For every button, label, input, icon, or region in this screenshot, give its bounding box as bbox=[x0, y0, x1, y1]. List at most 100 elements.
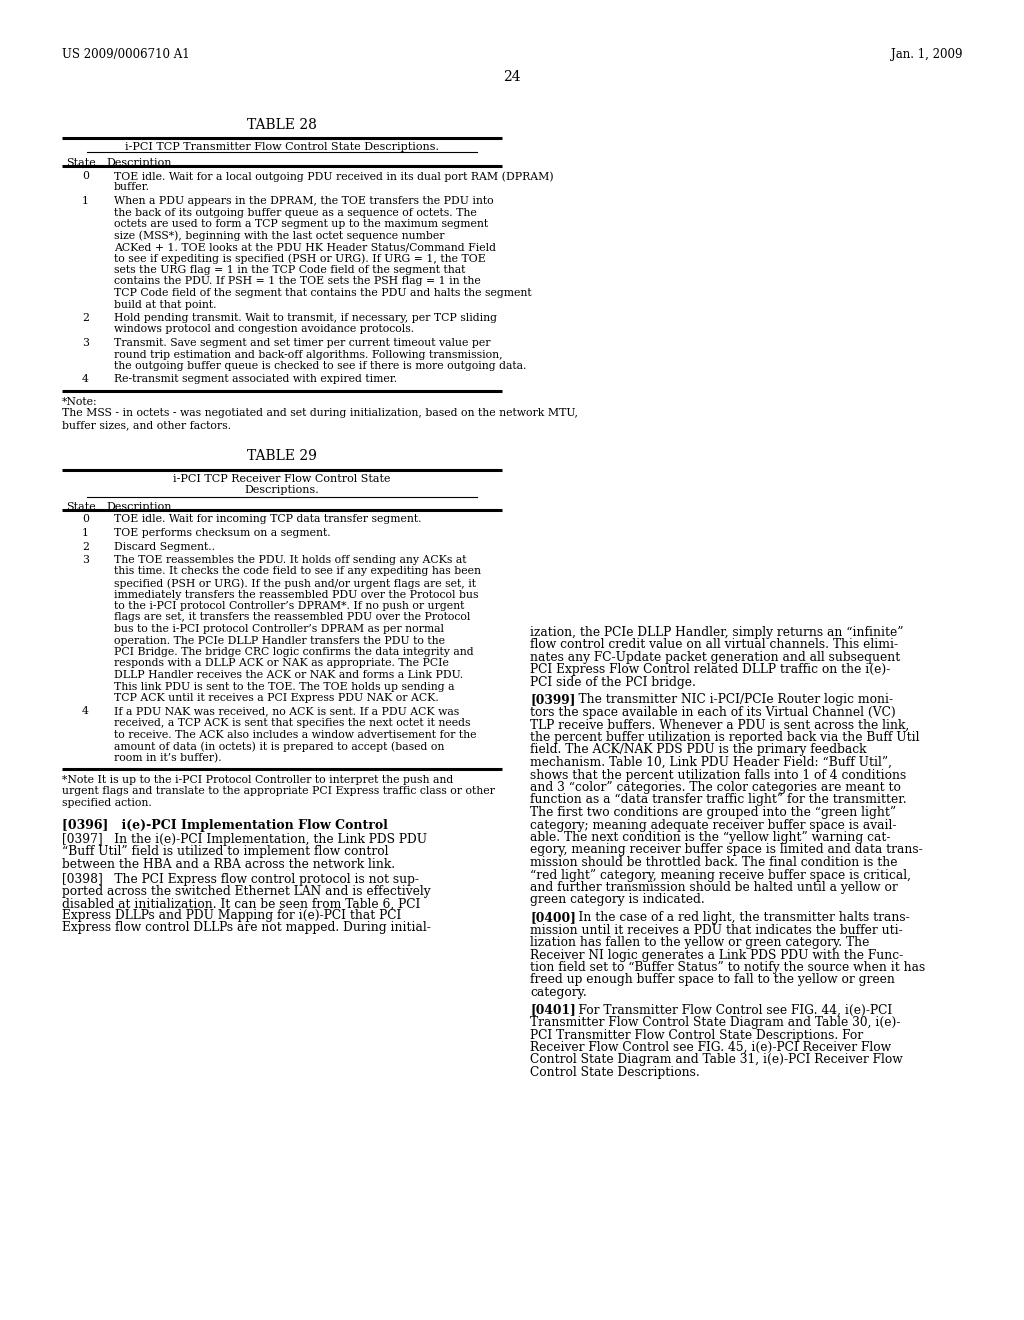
Text: function as a “data transfer traffic light” for the transmitter.: function as a “data transfer traffic lig… bbox=[530, 793, 906, 807]
Text: PCI Express Flow Control related DLLP traffic on the i(e)-: PCI Express Flow Control related DLLP tr… bbox=[530, 664, 891, 676]
Text: octets are used to form a TCP segment up to the maximum segment: octets are used to form a TCP segment up… bbox=[114, 219, 488, 228]
Text: 2: 2 bbox=[82, 541, 89, 552]
Text: to the i-PCI protocol Controller’s DPRAM*. If no push or urgent: to the i-PCI protocol Controller’s DPRAM… bbox=[114, 601, 464, 611]
Text: Description: Description bbox=[106, 502, 171, 511]
Text: “Buff Util” field is utilized to implement flow control: “Buff Util” field is utilized to impleme… bbox=[62, 846, 388, 858]
Text: Discard Segment..: Discard Segment.. bbox=[114, 541, 215, 552]
Text: *Note:: *Note: bbox=[62, 397, 97, 407]
Text: “red light” category, meaning receive buffer space is critical,: “red light” category, meaning receive bu… bbox=[530, 869, 911, 882]
Text: The MSS - in octets - was negotiated and set during initialization, based on the: The MSS - in octets - was negotiated and… bbox=[62, 408, 578, 418]
Text: mission should be throttled back. The final condition is the: mission should be throttled back. The fi… bbox=[530, 855, 897, 869]
Text: [0397]   In the i(e)-PCI Implementation, the Link PDS PDU: [0397] In the i(e)-PCI Implementation, t… bbox=[62, 833, 427, 846]
Text: The first two conditions are grouped into the “green light”: The first two conditions are grouped int… bbox=[530, 807, 896, 818]
Text: 1: 1 bbox=[82, 528, 89, 539]
Text: Re-transmit segment associated with expired timer.: Re-transmit segment associated with expi… bbox=[114, 375, 397, 384]
Text: TCP Code field of the segment that contains the PDU and halts the segment: TCP Code field of the segment that conta… bbox=[114, 288, 531, 298]
Text: TABLE 28: TABLE 28 bbox=[247, 117, 317, 132]
Text: [0396]   i(e)-PCI Implementation Flow Control: [0396] i(e)-PCI Implementation Flow Cont… bbox=[62, 820, 388, 833]
Text: ACKed + 1. TOE looks at the PDU HK Header Status/Command Field: ACKed + 1. TOE looks at the PDU HK Heade… bbox=[114, 242, 496, 252]
Text: to see if expediting is specified (PSH or URG). If URG = 1, the TOE: to see if expediting is specified (PSH o… bbox=[114, 253, 485, 264]
Text: [0401]: [0401] bbox=[530, 1003, 575, 1016]
Text: *Note It is up to the i-PCI Protocol Controller to interpret the push and: *Note It is up to the i-PCI Protocol Con… bbox=[62, 775, 454, 785]
Text: the percent buffer utilization is reported back via the Buff Util: the percent buffer utilization is report… bbox=[530, 731, 920, 744]
Text: 2: 2 bbox=[82, 313, 89, 323]
Text: flow control credit value on all virtual channels. This elimi-: flow control credit value on all virtual… bbox=[530, 639, 898, 652]
Text: Express DLLPs and PDU Mapping for i(e)-PCI that PCI: Express DLLPs and PDU Mapping for i(e)-P… bbox=[62, 909, 401, 923]
Text: Transmit. Save segment and set timer per current timeout value per: Transmit. Save segment and set timer per… bbox=[114, 338, 490, 348]
Text: 3: 3 bbox=[82, 338, 89, 348]
Text: ported across the switched Ethernet LAN and is effectively: ported across the switched Ethernet LAN … bbox=[62, 886, 431, 899]
Text: TOE idle. Wait for incoming TCP data transfer segment.: TOE idle. Wait for incoming TCP data tra… bbox=[114, 515, 422, 524]
Text: field. The ACK/NAK PDS PDU is the primary feedback: field. The ACK/NAK PDS PDU is the primar… bbox=[530, 743, 866, 756]
Text: When a PDU appears in the DPRAM, the TOE transfers the PDU into: When a PDU appears in the DPRAM, the TOE… bbox=[114, 195, 494, 206]
Text: lization has fallen to the yellow or green category. The: lization has fallen to the yellow or gre… bbox=[530, 936, 869, 949]
Text: specified action.: specified action. bbox=[62, 799, 152, 808]
Text: Receiver NI logic generates a Link PDS PDU with the Func-: Receiver NI logic generates a Link PDS P… bbox=[530, 949, 903, 961]
Text: Transmitter Flow Control State Diagram and Table 30, i(e)-: Transmitter Flow Control State Diagram a… bbox=[530, 1016, 900, 1030]
Text: shows that the percent utilization falls into 1 of 4 conditions: shows that the percent utilization falls… bbox=[530, 768, 906, 781]
Text: Control State Diagram and Table 31, i(e)-PCI Receiver Flow: Control State Diagram and Table 31, i(e)… bbox=[530, 1053, 903, 1067]
Text: the back of its outgoing buffer queue as a sequence of octets. The: the back of its outgoing buffer queue as… bbox=[114, 207, 477, 218]
Text: Receiver Flow Control see FIG. 45, i(e)-PCI Receiver Flow: Receiver Flow Control see FIG. 45, i(e)-… bbox=[530, 1041, 891, 1053]
Text: buffer sizes, and other factors.: buffer sizes, and other factors. bbox=[62, 420, 231, 430]
Text: this time. It checks the code field to see if any expediting has been: this time. It checks the code field to s… bbox=[114, 566, 481, 577]
Text: Description: Description bbox=[106, 158, 171, 168]
Text: 4: 4 bbox=[82, 375, 89, 384]
Text: mission until it receives a PDU that indicates the buffer uti-: mission until it receives a PDU that ind… bbox=[530, 924, 903, 936]
Text: 24: 24 bbox=[503, 70, 521, 84]
Text: [0400]: [0400] bbox=[530, 911, 575, 924]
Text: PCI Transmitter Flow Control State Descriptions. For: PCI Transmitter Flow Control State Descr… bbox=[530, 1028, 863, 1041]
Text: ization, the PCIe DLLP Handler, simply returns an “infinite”: ization, the PCIe DLLP Handler, simply r… bbox=[530, 626, 903, 639]
Text: room in it’s buffer).: room in it’s buffer). bbox=[114, 752, 221, 763]
Text: and 3 “color” categories. The color categories are meant to: and 3 “color” categories. The color cate… bbox=[530, 781, 901, 795]
Text: disabled at initialization. It can be seen from Table 6, PCI: disabled at initialization. It can be se… bbox=[62, 898, 421, 911]
Text: TOE idle. Wait for a local outgoing PDU received in its dual port RAM (DPRAM): TOE idle. Wait for a local outgoing PDU … bbox=[114, 172, 554, 182]
Text: TLP receive buffers. Whenever a PDU is sent across the link,: TLP receive buffers. Whenever a PDU is s… bbox=[530, 718, 909, 731]
Text: received, a TCP ACK is sent that specifies the next octet it needs: received, a TCP ACK is sent that specifi… bbox=[114, 718, 470, 729]
Text: TCP ACK until it receives a PCI Express PDU NAK or ACK.: TCP ACK until it receives a PCI Express … bbox=[114, 693, 438, 704]
Text: category; meaning adequate receiver buffer space is avail-: category; meaning adequate receiver buff… bbox=[530, 818, 896, 832]
Text: TOE performs checksum on a segment.: TOE performs checksum on a segment. bbox=[114, 528, 331, 539]
Text: flags are set, it transfers the reassembled PDU over the Protocol: flags are set, it transfers the reassemb… bbox=[114, 612, 470, 623]
Text: urgent flags and translate to the appropriate PCI Express traffic class or other: urgent flags and translate to the approp… bbox=[62, 787, 495, 796]
Text: The TOE reassembles the PDU. It holds off sending any ACKs at: The TOE reassembles the PDU. It holds of… bbox=[114, 554, 467, 565]
Text: sets the URG flag = 1 in the TCP Code field of the segment that: sets the URG flag = 1 in the TCP Code fi… bbox=[114, 265, 465, 275]
Text: immediately transfers the reassembled PDU over the Protocol bus: immediately transfers the reassembled PD… bbox=[114, 590, 478, 599]
Text: responds with a DLLP ACK or NAK as appropriate. The PCIe: responds with a DLLP ACK or NAK as appro… bbox=[114, 659, 449, 668]
Text: operation. The PCIe DLLP Handler transfers the PDU to the: operation. The PCIe DLLP Handler transfe… bbox=[114, 635, 445, 645]
Text: between the HBA and a RBA across the network link.: between the HBA and a RBA across the net… bbox=[62, 858, 395, 870]
Text: build at that point.: build at that point. bbox=[114, 300, 216, 309]
Text: amount of data (in octets) it is prepared to accept (based on: amount of data (in octets) it is prepare… bbox=[114, 741, 444, 751]
Text: nates any FC-Update packet generation and all subsequent: nates any FC-Update packet generation an… bbox=[530, 651, 900, 664]
Text: 0: 0 bbox=[82, 515, 89, 524]
Text: bus to the i-PCI protocol Controller’s DPRAM as per normal: bus to the i-PCI protocol Controller’s D… bbox=[114, 624, 444, 634]
Text: tors the space available in each of its Virtual Channel (VC): tors the space available in each of its … bbox=[530, 706, 896, 719]
Text: If a PDU NAK was received, no ACK is sent. If a PDU ACK was: If a PDU NAK was received, no ACK is sen… bbox=[114, 706, 459, 717]
Text: freed up enough buffer space to fall to the yellow or green: freed up enough buffer space to fall to … bbox=[530, 974, 895, 986]
Text: mechanism. Table 10, Link PDU Header Field: “Buff Util”,: mechanism. Table 10, Link PDU Header Fie… bbox=[530, 756, 892, 770]
Text: tion field set to “Buffer Status” to notify the source when it has: tion field set to “Buffer Status” to not… bbox=[530, 961, 926, 974]
Text: State: State bbox=[66, 502, 96, 511]
Text: size (MSS*), beginning with the last octet sequence number: size (MSS*), beginning with the last oct… bbox=[114, 231, 444, 242]
Text: specified (PSH or URG). If the push and/or urgent flags are set, it: specified (PSH or URG). If the push and/… bbox=[114, 578, 476, 589]
Text: Jan. 1, 2009: Jan. 1, 2009 bbox=[891, 48, 962, 61]
Text: to receive. The ACK also includes a window advertisement for the: to receive. The ACK also includes a wind… bbox=[114, 730, 476, 739]
Text: This link PDU is sent to the TOE. The TOE holds up sending a: This link PDU is sent to the TOE. The TO… bbox=[114, 681, 455, 692]
Text: Hold pending transmit. Wait to transmit, if necessary, per TCP sliding: Hold pending transmit. Wait to transmit,… bbox=[114, 313, 497, 323]
Text: i-PCI TCP Transmitter Flow Control State Descriptions.: i-PCI TCP Transmitter Flow Control State… bbox=[125, 143, 439, 152]
Text: windows protocol and congestion avoidance protocols.: windows protocol and congestion avoidanc… bbox=[114, 325, 414, 334]
Text: TABLE 29: TABLE 29 bbox=[247, 450, 317, 463]
Text: category.: category. bbox=[530, 986, 587, 999]
Text: In the case of a red light, the transmitter halts trans-: In the case of a red light, the transmit… bbox=[563, 911, 909, 924]
Text: the outgoing buffer queue is checked to see if there is more outgoing data.: the outgoing buffer queue is checked to … bbox=[114, 360, 526, 371]
Text: State: State bbox=[66, 158, 96, 168]
Text: PCI Bridge. The bridge CRC logic confirms the data integrity and: PCI Bridge. The bridge CRC logic confirm… bbox=[114, 647, 474, 657]
Text: Express flow control DLLPs are not mapped. During initial-: Express flow control DLLPs are not mappe… bbox=[62, 921, 431, 935]
Text: green category is indicated.: green category is indicated. bbox=[530, 894, 705, 907]
Text: DLLP Handler receives the ACK or NAK and forms a Link PDU.: DLLP Handler receives the ACK or NAK and… bbox=[114, 671, 463, 680]
Text: [0398]   The PCI Express flow control protocol is not sup-: [0398] The PCI Express flow control prot… bbox=[62, 874, 419, 887]
Text: buffer.: buffer. bbox=[114, 182, 150, 193]
Text: 3: 3 bbox=[82, 554, 89, 565]
Text: i-PCI TCP Receiver Flow Control State: i-PCI TCP Receiver Flow Control State bbox=[173, 474, 391, 483]
Text: egory, meaning receiver buffer space is limited and data trans-: egory, meaning receiver buffer space is … bbox=[530, 843, 923, 857]
